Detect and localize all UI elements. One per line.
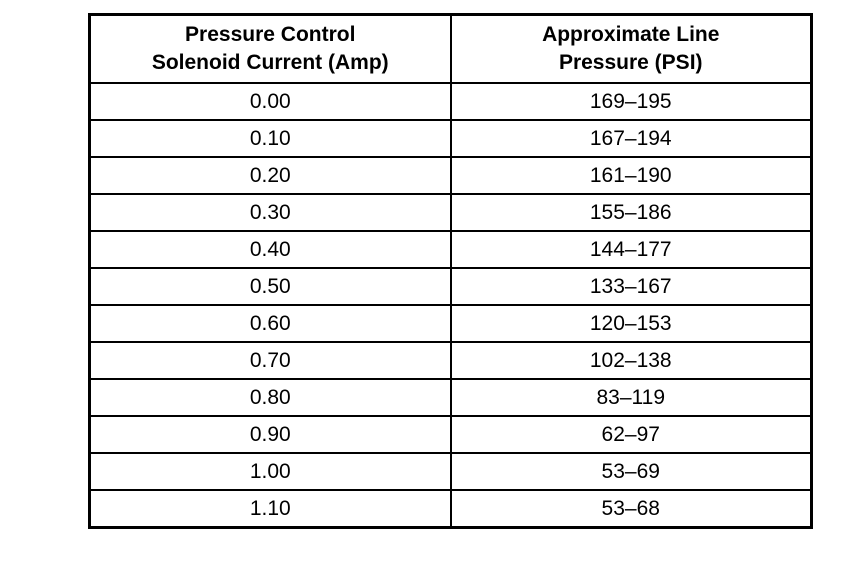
current-cell: 0.70 [88, 341, 452, 380]
pressure-cell: 120–153 [449, 304, 813, 343]
table-header: Pressure Control Solenoid Current (Amp) … [88, 13, 813, 84]
pressure-cell: 161–190 [449, 156, 813, 195]
current-cell: 0.90 [88, 415, 452, 454]
pressure-cell: 102–138 [449, 341, 813, 380]
pressure-cell: 53–68 [449, 489, 813, 529]
table-row: 0.20 161–190 [88, 156, 813, 195]
pressure-header-line2: Pressure (PSI) [558, 51, 703, 74]
table-row: 0.10 167–194 [88, 119, 813, 158]
current-cell: 1.10 [88, 489, 452, 529]
current-header-line1: Pressure Control [185, 22, 356, 46]
current-column-header: Pressure Control Solenoid Current (Amp) [88, 13, 452, 84]
table-row: 0.80 83–119 [88, 378, 813, 417]
table-row: 0.50 133–167 [88, 267, 813, 306]
pressure-cell: 167–194 [449, 119, 813, 158]
pressure-cell: 53–69 [449, 452, 813, 491]
current-cell: 0.20 [88, 156, 452, 195]
current-cell: 0.50 [88, 267, 452, 306]
pressure-cell: 62–97 [449, 415, 813, 454]
pressure-cell: 144–177 [449, 230, 813, 269]
current-header-line2: Solenoid Current (Amp) [151, 51, 389, 74]
pressure-cell: 169–195 [449, 82, 813, 121]
pressure-header-line1: Approximate Line [542, 22, 720, 46]
current-cell: 0.10 [88, 119, 452, 158]
table-row: 0.30 155–186 [88, 193, 813, 232]
table-row: 1.10 53–68 [88, 489, 813, 529]
table-row: 0.90 62–97 [88, 415, 813, 454]
header-row: Pressure Control Solenoid Current (Amp) … [88, 13, 813, 84]
table-row: 0.70 102–138 [88, 341, 813, 380]
current-cell: 0.30 [88, 193, 452, 232]
pressure-cell: 83–119 [449, 378, 813, 417]
current-cell: 0.60 [88, 304, 452, 343]
table-row: 0.60 120–153 [88, 304, 813, 343]
current-cell: 0.80 [88, 378, 452, 417]
table-row: 0.00 169–195 [88, 82, 813, 121]
current-cell: 1.00 [88, 452, 452, 491]
pressure-column-header: Approximate Line Pressure (PSI) [449, 13, 813, 84]
pressure-cell: 133–167 [449, 267, 813, 306]
pressure-spec-table: Pressure Control Solenoid Current (Amp) … [88, 13, 813, 529]
pressure-cell: 155–186 [449, 193, 813, 232]
table-row: 0.40 144–177 [88, 230, 813, 269]
current-cell: 0.00 [88, 82, 452, 121]
current-cell: 0.40 [88, 230, 452, 269]
table-row: 1.00 53–69 [88, 452, 813, 491]
table-body: 0.00 169–195 0.10 167–194 0.20 161–190 0… [88, 82, 813, 529]
